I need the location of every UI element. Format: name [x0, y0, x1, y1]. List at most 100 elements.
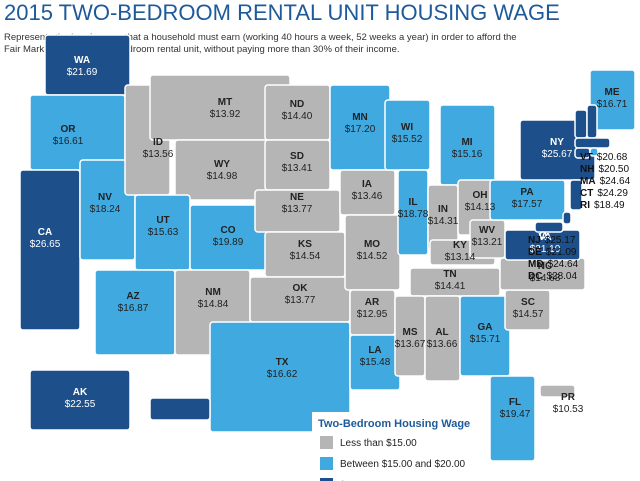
- legend-swatch: [320, 436, 333, 449]
- state-wage: $16.87: [118, 303, 149, 314]
- state-abbr: AR: [365, 297, 380, 308]
- state-abbr: IL: [409, 197, 418, 208]
- state-wage: $13.56: [143, 149, 174, 160]
- state-shape: [29, 369, 131, 431]
- state-wage: $14.13: [465, 202, 496, 213]
- state-wage: $14.54: [290, 251, 321, 262]
- state-abbr: SC: [521, 297, 535, 308]
- state-wage: $14.40: [282, 111, 313, 122]
- state-shape: [149, 397, 211, 421]
- state-abbr: ND: [290, 99, 304, 110]
- state-shape: [574, 137, 611, 149]
- state-wage: $14.52: [357, 251, 388, 262]
- state-label: NH $20.50: [580, 164, 629, 175]
- state-shape: [19, 169, 81, 331]
- state-wage: $13.77: [282, 204, 313, 215]
- state-abbr: MA: [580, 176, 596, 187]
- state-label: DE $21.09: [528, 247, 577, 258]
- state-shape: [574, 109, 588, 139]
- state-wage: $28.04: [546, 271, 577, 282]
- state-abbr: VA: [538, 232, 551, 243]
- state-abbr: ID: [153, 137, 163, 148]
- state-abbr: SD: [290, 151, 304, 162]
- state-abbr: OK: [293, 283, 309, 294]
- state-abbr: ME: [605, 87, 620, 98]
- state-wage: $14.41: [435, 281, 466, 292]
- state-abbr: PA: [520, 187, 533, 198]
- state-abbr: MN: [352, 112, 368, 123]
- state-wage: $24.64: [548, 259, 579, 270]
- state-abbr: AL: [435, 327, 448, 338]
- state-wage: $26.65: [30, 239, 61, 250]
- state-wage: $18.78: [398, 209, 429, 220]
- state-abbr: VT: [580, 152, 593, 163]
- state-shape: [589, 69, 636, 131]
- state-abbr: HI: [175, 424, 185, 435]
- state-wage: $19.89: [213, 237, 244, 248]
- legend-label: Between $15.00 and $20.00: [340, 459, 466, 470]
- state-abbr: TX: [276, 357, 289, 368]
- state-wage: $13.67: [395, 339, 426, 350]
- state-wage: $21.69: [67, 67, 98, 78]
- state-wage: $17.57: [512, 199, 543, 210]
- state-wage: $15.63: [148, 227, 179, 238]
- state-shape: [569, 179, 583, 211]
- state-wage: $16.61: [53, 136, 84, 147]
- state-shape: [589, 147, 599, 157]
- state-wage: $12.95: [357, 309, 388, 320]
- state-abbr: RI: [580, 200, 590, 211]
- state-shape: [534, 221, 564, 233]
- state-abbr: OH: [473, 190, 488, 201]
- state-shape: [586, 104, 598, 139]
- state-abbr: GA: [478, 322, 493, 333]
- state-wage: $13.92: [210, 109, 241, 120]
- state-shape: [562, 211, 572, 225]
- state-wage: $14.57: [513, 309, 544, 320]
- state-shape: [539, 384, 576, 398]
- state-wage: $20.68: [597, 152, 628, 163]
- state-abbr: NM: [205, 287, 221, 298]
- state-shape: [459, 295, 511, 377]
- state-abbr: CT: [580, 188, 593, 199]
- state-wage: $10.53: [553, 404, 584, 415]
- state-abbr: WY: [214, 159, 230, 170]
- state-abbr: OR: [61, 124, 77, 135]
- state-wage: $14.68: [530, 273, 561, 284]
- state-abbr: WV: [479, 225, 495, 236]
- state-abbr: CO: [221, 225, 236, 236]
- state-wage: $18.49: [594, 200, 625, 211]
- state-wage: $16.62: [267, 369, 298, 380]
- state-label: DC $28.04: [528, 271, 577, 282]
- state-wage: $25.17: [545, 235, 576, 246]
- state-wage: $21.09: [546, 247, 577, 258]
- state-abbr: CA: [38, 227, 52, 238]
- state-abbr: UT: [156, 215, 169, 226]
- state-abbr: WI: [401, 122, 413, 133]
- state-abbr: FL: [509, 397, 521, 408]
- state-abbr: PR: [561, 392, 576, 403]
- state-wage: $17.20: [345, 124, 376, 135]
- legend-label: Less than $15.00: [340, 438, 417, 449]
- state-abbr: IA: [362, 179, 372, 190]
- state-abbr: DE: [528, 247, 542, 258]
- state-wage: $14.84: [198, 299, 229, 310]
- state-abbr: MS: [403, 327, 418, 338]
- state-wage: $21.10: [530, 244, 561, 255]
- state-shape: [489, 375, 536, 462]
- state-wage: $18.24: [90, 204, 121, 215]
- state-wage: $13.14: [445, 252, 476, 263]
- state-abbr: LA: [368, 345, 381, 356]
- state-wage: $15.48: [360, 357, 391, 368]
- subtitle-line: Fair Market Rent for a two-bedroom renta…: [4, 44, 400, 55]
- state-abbr: TN: [443, 269, 456, 280]
- state-wage: $24.29: [597, 188, 628, 199]
- state-abbr: MT: [218, 97, 232, 108]
- state-wage: $14.98: [207, 171, 238, 182]
- state-shape: [539, 231, 547, 239]
- state-shape: [29, 94, 126, 171]
- state-abbr: AK: [73, 387, 88, 398]
- state-wage: $20.50: [598, 164, 629, 175]
- state-abbr: NV: [98, 192, 112, 203]
- state-wage: $22.55: [65, 399, 96, 410]
